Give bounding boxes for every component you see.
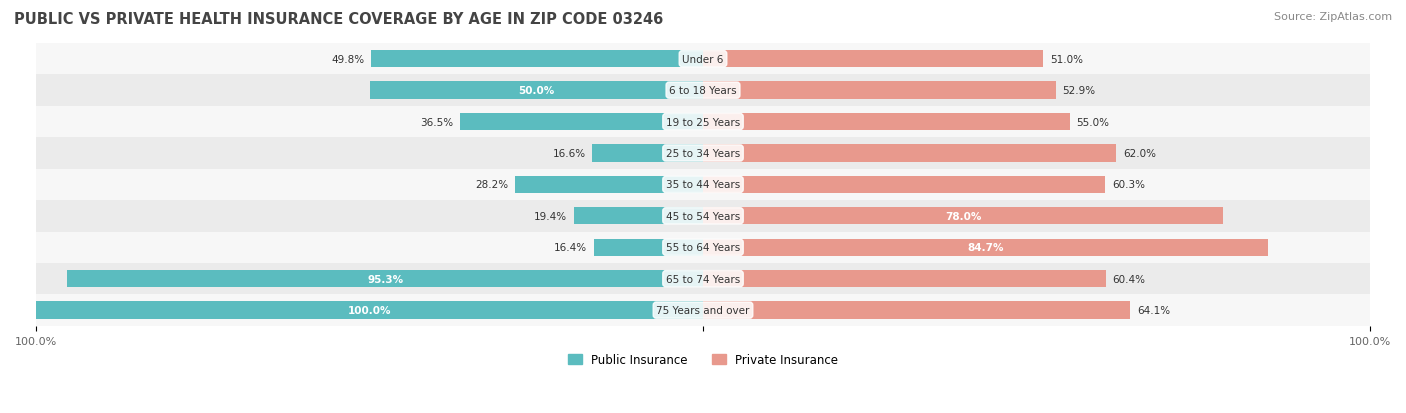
Text: 62.0%: 62.0% [1123,149,1156,159]
Text: 84.7%: 84.7% [967,243,1004,253]
Text: PUBLIC VS PRIVATE HEALTH INSURANCE COVERAGE BY AGE IN ZIP CODE 03246: PUBLIC VS PRIVATE HEALTH INSURANCE COVER… [14,12,664,27]
Text: 28.2%: 28.2% [475,180,509,190]
Text: 16.4%: 16.4% [554,243,586,253]
Text: 55.0%: 55.0% [1077,117,1109,127]
Text: 65 to 74 Years: 65 to 74 Years [666,274,740,284]
Text: 60.4%: 60.4% [1112,274,1146,284]
Bar [703,208,1223,225]
Text: 6 to 18 Years: 6 to 18 Years [669,86,737,96]
Legend: Public Insurance, Private Insurance: Public Insurance, Private Insurance [564,349,842,371]
Bar [460,114,703,131]
Bar [370,82,703,100]
Bar [593,239,703,256]
Text: 100.0%: 100.0% [347,305,391,316]
Text: 35 to 44 Years: 35 to 44 Years [666,180,740,190]
Bar [703,239,1268,256]
Bar [574,208,703,225]
Text: 51.0%: 51.0% [1050,55,1083,64]
Text: Under 6: Under 6 [682,55,724,64]
Bar [37,232,1369,263]
Text: 52.9%: 52.9% [1063,86,1095,96]
Bar [37,169,1369,201]
Bar [703,51,1043,68]
Text: 64.1%: 64.1% [1137,305,1170,316]
Bar [37,302,703,319]
Text: 49.8%: 49.8% [330,55,364,64]
Text: 60.3%: 60.3% [1112,180,1144,190]
Text: 45 to 54 Years: 45 to 54 Years [666,211,740,221]
Bar [703,82,1056,100]
Bar [37,295,1369,326]
Text: 75 Years and over: 75 Years and over [657,305,749,316]
Bar [592,145,703,162]
Bar [37,138,1369,169]
Text: 78.0%: 78.0% [945,211,981,221]
Bar [67,271,703,287]
Bar [703,302,1130,319]
Text: 16.6%: 16.6% [553,149,586,159]
Bar [37,75,1369,107]
Text: 50.0%: 50.0% [519,86,554,96]
Bar [703,114,1070,131]
Bar [371,51,703,68]
Text: 19 to 25 Years: 19 to 25 Years [666,117,740,127]
Text: 55 to 64 Years: 55 to 64 Years [666,243,740,253]
Text: Source: ZipAtlas.com: Source: ZipAtlas.com [1274,12,1392,22]
Text: 25 to 34 Years: 25 to 34 Years [666,149,740,159]
Bar [37,107,1369,138]
Bar [37,44,1369,75]
Bar [703,145,1116,162]
Text: 36.5%: 36.5% [420,117,453,127]
Text: 95.3%: 95.3% [367,274,404,284]
Bar [37,263,1369,295]
Text: 19.4%: 19.4% [534,211,567,221]
Bar [703,271,1105,287]
Bar [703,176,1105,194]
Bar [515,176,703,194]
Bar [37,201,1369,232]
